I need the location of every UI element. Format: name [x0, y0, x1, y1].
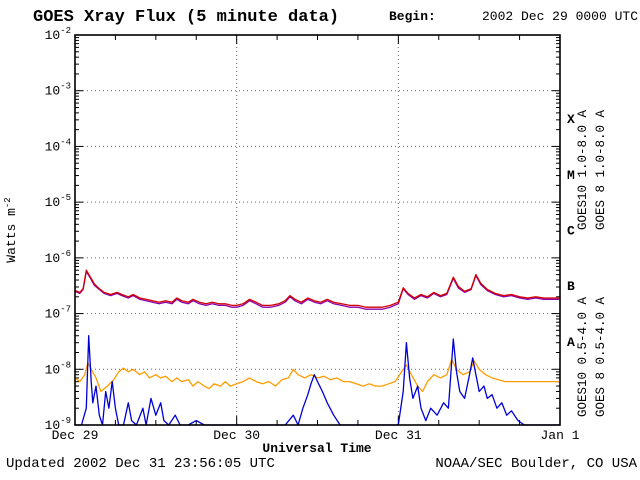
y-tick-label: 10-6	[45, 249, 71, 266]
y-tick-label: 10-2	[45, 26, 71, 43]
y-tick-label: 10-9	[45, 416, 71, 433]
legend-goes8-long-label: GOES 8 1.0-8.0 A	[594, 109, 608, 230]
flare-class-letter: A	[567, 335, 575, 350]
series-line-goes8-long	[74, 269, 561, 308]
flare-class-letter: B	[567, 279, 575, 294]
x-tick-label: Dec 31	[375, 428, 422, 443]
flare-class-letter: M	[567, 168, 575, 183]
x-tick-label: Dec 30	[213, 428, 260, 443]
x-axis-title: Universal Time	[262, 441, 371, 456]
flare-class-letter: C	[567, 224, 575, 239]
x-tick-label: Dec 29	[52, 428, 99, 443]
chart-title: GOES Xray Flux (5 minute data)	[33, 8, 339, 27]
y-tick-label: 10-5	[45, 193, 71, 210]
series-line-goes10-short	[74, 358, 561, 393]
plot-frame	[74, 34, 561, 426]
series-line-goes8-short	[74, 335, 561, 426]
legend-goes8-short-label: GOES 8 0.5-4.0 A	[594, 296, 608, 417]
x-tick-label: Jan 1	[540, 428, 579, 443]
y-tick-label: 10-7	[45, 305, 71, 322]
legend-goes10-long-label: GOES10 1.0-8.0 A	[576, 109, 590, 230]
y-axis-title: Watts m-2	[3, 197, 19, 262]
begin-label: Begin:	[389, 9, 436, 24]
source-credit: NOAA/SEC Boulder, CO USA	[435, 456, 637, 472]
y-tick-label: 10-3	[45, 82, 71, 99]
y-tick-label: 10-4	[45, 137, 71, 154]
legend-goes10-short-label: GOES10 0.5-4.0 A	[576, 296, 590, 417]
series-line-goes10-long	[74, 270, 561, 310]
y-tick-label: 10-8	[45, 360, 71, 377]
updated-timestamp: Updated 2002 Dec 31 23:56:05 UTC	[6, 456, 275, 472]
begin-value: 2002 Dec 29 0000 UTC	[482, 9, 638, 24]
flare-class-letter: X	[567, 112, 575, 127]
